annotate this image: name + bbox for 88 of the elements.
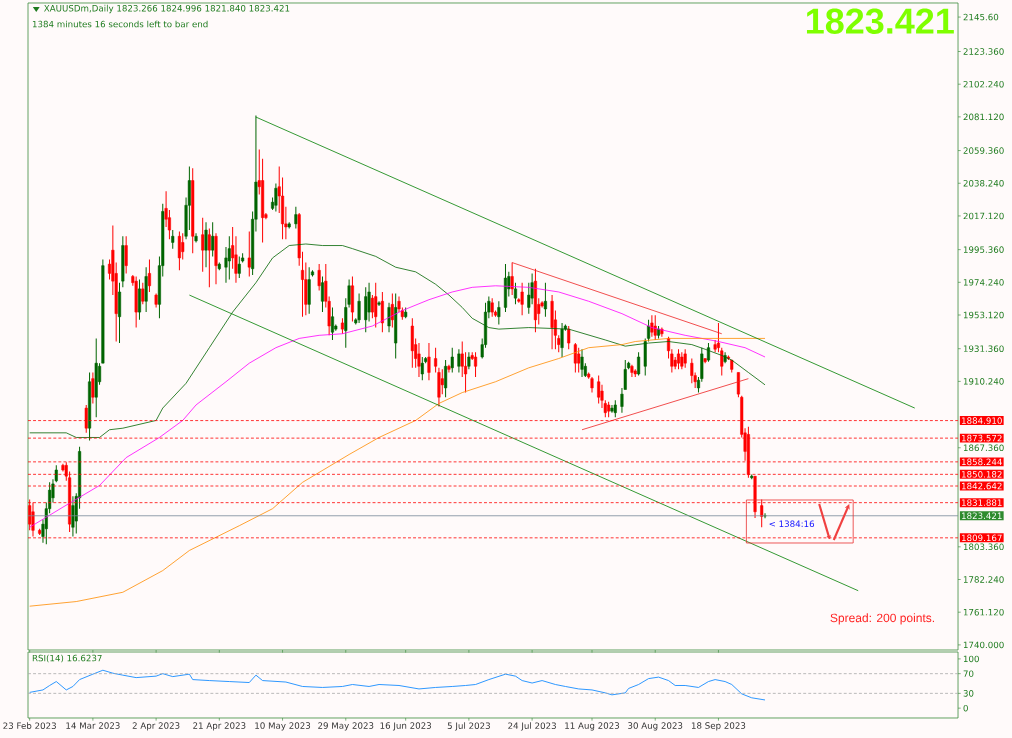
x-tick-label: 23 Feb 2023 [3, 722, 56, 729]
y-tick-label: 1974.240 [963, 279, 1004, 286]
y-tick-label: 1740.000 [963, 641, 1004, 649]
ref-line-label: 1884.910 [962, 417, 1002, 424]
y-tick-label: 1931.360 [963, 345, 1004, 352]
y-tick-label: 0 [963, 704, 968, 712]
candlestick [181, 232, 185, 260]
candlestick [237, 255, 241, 279]
candlestick [440, 368, 444, 395]
ref-line-label: 1842.642 [962, 482, 1002, 490]
annotation: Spread: 200 points. [830, 613, 935, 625]
candlestick [317, 263, 321, 291]
annotation: 1823.421 [806, 8, 954, 34]
y-tick-label: 2038.240 [963, 179, 1004, 187]
candlestick [420, 356, 424, 381]
candlestick [294, 206, 298, 230]
y-tick-label: 2102.240 [963, 80, 1004, 88]
candlestick [597, 375, 601, 404]
y-tick-label: 2017.120 [963, 212, 1004, 220]
x-tick-label: 5 Jul 2023 [447, 722, 490, 731]
candlestick [147, 258, 151, 293]
x-tick-label: 29 May 2023 [318, 722, 374, 731]
x-tick-label: 11 Aug 2023 [565, 722, 620, 731]
candlestick [457, 348, 461, 373]
x-tick-label: 2 Apr 2023 [132, 722, 180, 731]
candlestick [211, 221, 215, 257]
y-tick-label: 1995.360 [963, 246, 1004, 253]
candlestick [577, 347, 581, 373]
y-tick-label: 30 [963, 690, 974, 697]
y-tick-label: 2145.60 [963, 13, 999, 21]
candlestick [207, 228, 211, 288]
y-tick-label: 2123.360 [963, 48, 1004, 55]
candlestick [567, 325, 571, 350]
annotation: < 1384:16 [769, 520, 815, 528]
candlestick [650, 314, 654, 338]
candlestick [204, 221, 208, 268]
y-tick-label: 1953.120 [963, 311, 1004, 319]
y-tick-label: 100 [963, 655, 979, 663]
candlestick [227, 235, 231, 281]
candlestick [387, 302, 391, 333]
y-tick-label: 1782.240 [963, 576, 1004, 583]
y-tick-label: 70 [963, 670, 974, 677]
x-tick-label: 18 Sep 2023 [691, 722, 746, 731]
candlestick [171, 229, 175, 250]
candlestick [736, 371, 740, 398]
candlestick [330, 306, 334, 341]
candlestick [177, 231, 181, 271]
candlestick [124, 235, 128, 274]
ref-line-label: 1831.881 [962, 499, 1002, 506]
ref-line-label: 1873.572 [962, 434, 1002, 442]
candlestick [690, 358, 694, 384]
ref-line-label: 1809.167 [962, 534, 1002, 542]
candlestick [91, 371, 95, 404]
y-tick-label: 1910.240 [963, 378, 1004, 385]
ref-line-label: 1858.244 [962, 458, 1002, 466]
y-tick-label: 2059.360 [963, 147, 1004, 154]
ref-line-label: 1850.182 [962, 471, 1002, 478]
candlestick [637, 351, 641, 377]
line-series [29, 669, 766, 701]
chart-title: RSI(14) 16.6237 [32, 654, 102, 663]
chart-title: XAUUSDm,Daily 1823.266 1824.996 1821.840 1823.421 [44, 4, 290, 14]
candlestick [201, 217, 205, 273]
candlestick [141, 282, 145, 305]
y-tick-label: 1803.360 [963, 543, 1004, 551]
candlestick [370, 294, 374, 319]
candlestick [137, 279, 142, 321]
candlestick [434, 347, 438, 373]
line-series [29, 243, 766, 438]
x-tick-label: 30 Aug 2023 [628, 722, 683, 731]
candlestick [417, 342, 421, 378]
candlestick [364, 286, 368, 333]
candlestick [247, 231, 251, 277]
y-tick-label: 2081.120 [963, 113, 1004, 121]
text: 1384 minutes 16 seconds left to bar end [32, 20, 208, 28]
candlestick [320, 276, 325, 313]
x-tick-label: 21 Apr 2023 [193, 722, 246, 731]
x-tick-label: 14 Mar 2023 [66, 722, 120, 729]
candlestick [653, 314, 657, 341]
x-tick-label: 16 Jun 2023 [380, 722, 432, 731]
x-tick-label: 10 May 2023 [255, 722, 311, 731]
ref-line-label: 1823.421 [962, 512, 1002, 520]
candlestick [573, 342, 577, 373]
y-tick-label: 1867.360 [963, 444, 1004, 452]
candlestick [71, 495, 75, 538]
candlestick [390, 293, 394, 329]
y-tick-label: 1761.120 [963, 608, 1004, 616]
candlestick [474, 351, 478, 378]
x-tick-label: 24 Jul 2023 [508, 722, 556, 731]
